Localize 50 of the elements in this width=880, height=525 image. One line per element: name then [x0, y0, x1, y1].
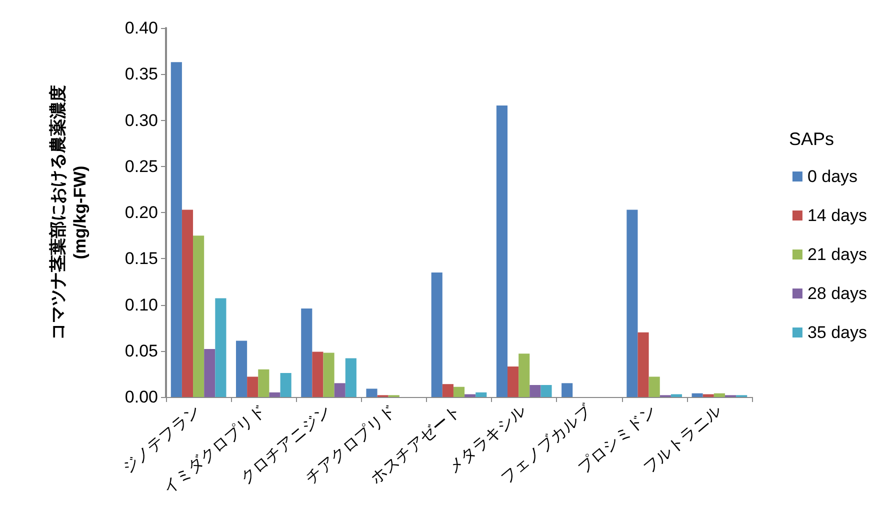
bar	[301, 308, 312, 397]
y-tick-label: 0.40	[124, 18, 158, 38]
bar	[182, 210, 194, 397]
bar	[530, 385, 541, 397]
legend-label: 0 days	[807, 167, 858, 186]
bar	[269, 392, 280, 397]
bar	[258, 369, 270, 397]
bar	[215, 298, 226, 397]
legend-label: 14 days	[807, 206, 868, 225]
bar	[692, 393, 703, 397]
bar	[702, 394, 714, 397]
bar	[540, 385, 552, 397]
bar	[496, 105, 508, 397]
bar	[453, 386, 465, 397]
bar	[312, 352, 324, 397]
bar	[334, 383, 346, 397]
bar	[648, 376, 660, 397]
bar	[442, 384, 454, 397]
y-tick-label: 0.20	[124, 203, 158, 222]
bar	[670, 394, 682, 397]
y-tick-label: 0.00	[124, 388, 158, 406]
bar	[366, 388, 378, 397]
legend-label: 21 days	[807, 245, 868, 264]
bar	[247, 376, 258, 397]
bar	[170, 62, 182, 397]
bar	[323, 352, 334, 397]
y-tick-label: 0.30	[124, 110, 158, 130]
bar	[562, 383, 573, 397]
legend-label: 28 days	[807, 284, 868, 303]
legend-title: SAPs	[788, 129, 834, 149]
bar	[464, 394, 476, 397]
bar	[476, 392, 487, 397]
bar	[518, 354, 530, 397]
y-tick-label: 0.35	[124, 64, 158, 84]
y-tick-label: 0.10	[124, 295, 158, 314]
bar	[236, 340, 248, 397]
bar	[638, 332, 649, 397]
bar	[193, 236, 204, 397]
bar	[345, 358, 356, 397]
y-axis-title: コマツナ茎葉部における農薬濃度 (mg/kg-FW)	[48, 85, 90, 340]
bar	[204, 349, 216, 397]
bar	[626, 210, 638, 397]
y-tick-label: 0.15	[124, 249, 158, 268]
y-tick-label: 0.05	[124, 341, 158, 360]
legend-label: 35 days	[807, 323, 868, 342]
bar	[431, 272, 442, 397]
bar	[508, 366, 519, 397]
bar	[714, 393, 725, 397]
y-tick-label: 0.25	[124, 156, 158, 176]
bar	[280, 373, 292, 397]
